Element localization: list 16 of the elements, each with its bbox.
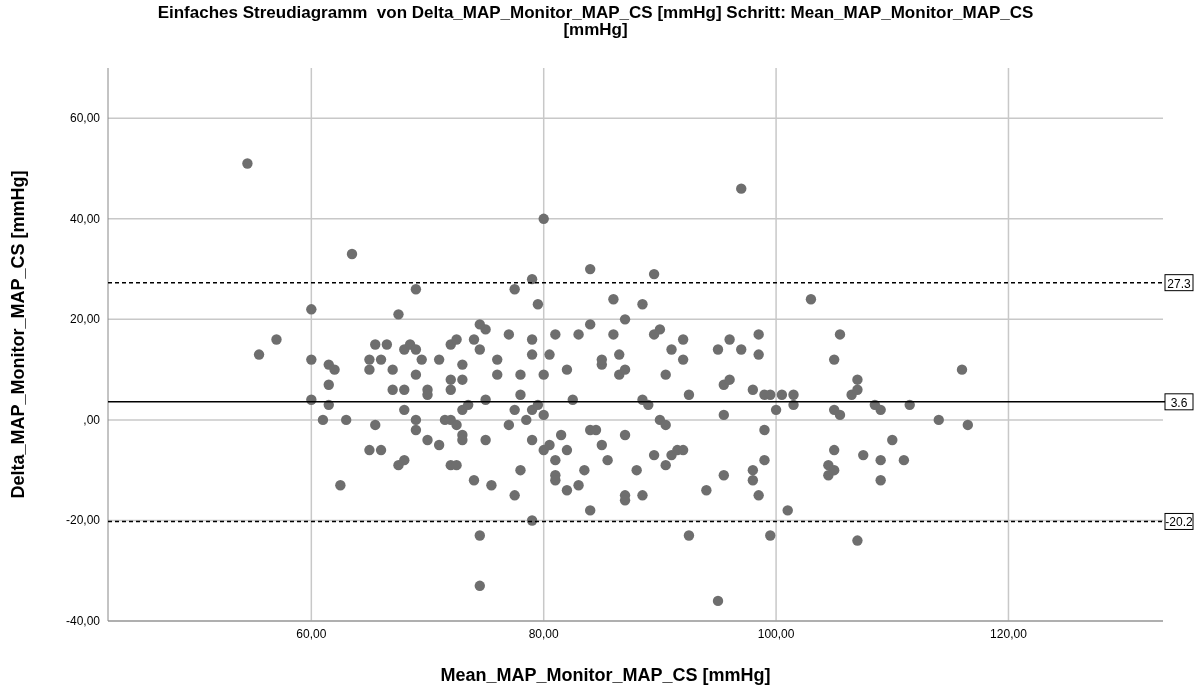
- ref-line-label: 27.3: [1167, 276, 1191, 291]
- ref-line-label: -20.2: [1165, 515, 1193, 530]
- x-tick-label: 120,00: [990, 627, 1028, 641]
- y-tick-label: -40,00: [65, 614, 101, 628]
- y-axis-title: Delta_MAP_Monitor_MAP_CS [mmHg]: [8, 170, 28, 499]
- y-tick-label: ,00: [83, 412, 101, 427]
- x-tick-label: 80,00: [528, 627, 560, 641]
- ref-line-label: 3.6: [1170, 395, 1188, 410]
- x-tick-label: 60,00: [296, 627, 327, 641]
- y-tick-label: -20,00: [65, 513, 101, 528]
- y-tick-label: 60,00: [69, 111, 101, 126]
- chart-title: Einfaches Streudiagramm von Delta_MAP_Monitor_MAP_CS [mmHg] Schritt: Mean_MAP_Monitor_MAP_CS [mmHg]: [157, 3, 1034, 39]
- y-tick-label: 20,00: [69, 312, 101, 327]
- x-axis-title: Mean_MAP_Monitor_MAP_CS [mmHg]: [440, 665, 771, 685]
- y-tick-label: 40,00: [69, 211, 101, 226]
- x-tick-label: 100,00: [757, 627, 795, 641]
